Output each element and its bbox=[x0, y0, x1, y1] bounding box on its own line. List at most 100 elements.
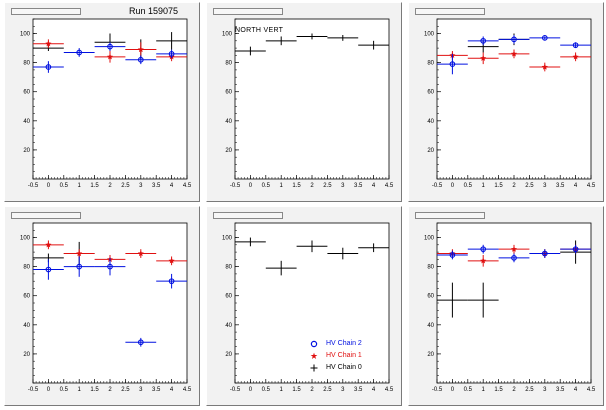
x-tick-label: 3 bbox=[139, 387, 143, 393]
x-tick-label: 2.5 bbox=[323, 387, 332, 393]
run-label: Run 159075 bbox=[129, 6, 179, 16]
pad-title-box bbox=[213, 8, 283, 15]
open-circle-marker-icon bbox=[310, 340, 318, 348]
x-tick-label: 2.5 bbox=[323, 183, 332, 189]
y-tick-label: 40 bbox=[427, 323, 434, 329]
x-tick-label: 1 bbox=[280, 387, 284, 393]
marker-star bbox=[510, 245, 518, 252]
marker-circle bbox=[168, 51, 175, 57]
marker-circle bbox=[480, 246, 487, 253]
marker-star bbox=[168, 257, 175, 264]
y-tick-label: 40 bbox=[225, 323, 232, 329]
x-tick-label: -0.5 bbox=[230, 387, 241, 393]
y-tick-label: 100 bbox=[222, 236, 233, 242]
x-tick-label: -0.5 bbox=[230, 183, 241, 189]
x-tick-label: 2 bbox=[310, 387, 314, 393]
x-tick-label: 0.5 bbox=[464, 387, 473, 393]
marker-star bbox=[480, 55, 487, 61]
y-tick-label: 60 bbox=[23, 90, 30, 96]
plot-area: -0.5 0 0.5 1 1.5 2 2.5 3 3.5 4 4.5 20 40 60 80 100 bbox=[20, 222, 192, 393]
marker-circle bbox=[449, 252, 456, 258]
legend-entry-chain2: HV Chain 2 bbox=[308, 338, 398, 350]
x-tick-label: 1.5 bbox=[90, 183, 99, 189]
marker-circle bbox=[541, 250, 548, 257]
y-tick-label: 60 bbox=[225, 294, 232, 300]
x-tick-label: 0 bbox=[451, 387, 455, 393]
x-tick-label: 1.5 bbox=[292, 183, 301, 189]
marker-circle bbox=[168, 278, 175, 285]
x-tick-label: 2.5 bbox=[525, 183, 534, 189]
x-tick-label: 2 bbox=[512, 183, 516, 189]
pad-title-box bbox=[415, 8, 485, 15]
y-tick-label: 60 bbox=[225, 90, 232, 96]
x-tick-label: 4 bbox=[170, 183, 174, 189]
y-tick-label: 20 bbox=[427, 352, 434, 358]
plot-frame bbox=[234, 18, 390, 180]
marker-circle bbox=[45, 266, 52, 273]
x-tick-label: 0.5 bbox=[464, 183, 473, 189]
marker-circle bbox=[76, 263, 83, 270]
x-tick-label: 3.5 bbox=[354, 183, 363, 189]
x-tick-label: 3.5 bbox=[556, 387, 565, 393]
x-tick-label: 0 bbox=[249, 387, 253, 393]
x-tick-label: 3 bbox=[139, 183, 143, 189]
x-tick-label: 4.5 bbox=[385, 183, 394, 189]
x-tick-label: 3.5 bbox=[556, 183, 565, 189]
x-tick-label: 3.5 bbox=[152, 183, 161, 189]
y-tick-label: 60 bbox=[427, 90, 434, 96]
x-tick-label: 4 bbox=[372, 183, 376, 189]
pad-bottom-right: -0.5 0 0.5 1 1.5 2 2.5 3 3.5 4 4.5 20 40 60 80 100 bbox=[408, 206, 604, 406]
legend-entry-chain0: HV Chain 0 bbox=[308, 362, 398, 374]
x-tick-label: 0.5 bbox=[262, 387, 271, 393]
y-tick-label: 40 bbox=[427, 119, 434, 125]
marker-circle bbox=[137, 56, 144, 63]
plot-area: -0.5 0 0.5 1 1.5 2 2.5 3 3.5 4 4.5 20 40 60 80 100 bbox=[20, 18, 192, 189]
x-tick-label: 3 bbox=[543, 387, 547, 393]
y-tick-label: 100 bbox=[424, 32, 435, 38]
plot-area: -0.5 0 0.5 1 1.5 2 2.5 3 3.5 4 4.5 20 40 60 80 100 bbox=[424, 222, 596, 393]
x-tick-label: -0.5 bbox=[28, 387, 39, 393]
marker-star bbox=[76, 250, 83, 257]
x-tick-label: 1 bbox=[280, 183, 284, 189]
pad-bottom-middle: -0.5 0 0.5 1 1.5 2 2.5 3 3.5 4 4.5 20 40 60 80 100 HV C… bbox=[206, 206, 402, 406]
y-tick-label: 80 bbox=[225, 265, 232, 271]
marker-circle bbox=[45, 64, 52, 70]
pad-title-box bbox=[415, 212, 485, 219]
x-tick-label: 0.5 bbox=[262, 183, 271, 189]
x-tick-label: 4 bbox=[574, 183, 578, 189]
x-tick-label: 1.5 bbox=[494, 183, 503, 189]
y-tick-label: 100 bbox=[222, 32, 233, 38]
plot-area: -0.5 0 0.5 1 1.5 2 2.5 3 3.5 4 4.5 20 40 60 80 100 bbox=[424, 18, 596, 189]
x-tick-label: 0 bbox=[47, 183, 51, 189]
x-tick-label: 3.5 bbox=[354, 387, 363, 393]
marker-star bbox=[510, 50, 518, 57]
y-tick-label: 20 bbox=[225, 148, 232, 154]
y-tick-label: 80 bbox=[23, 61, 30, 67]
marker-star bbox=[572, 53, 579, 60]
x-tick-label: 1.5 bbox=[90, 387, 99, 393]
pad-bottom-left: -0.5 0 0.5 1 1.5 2 2.5 3 3.5 4 4.5 20 40 60 80 100 bbox=[4, 206, 200, 406]
star-marker-icon bbox=[310, 352, 318, 359]
pad-top-middle: -0.5 0 0.5 1 1.5 2 2.5 3 3.5 4 4.5 20 40 60 80 100 NORT… bbox=[206, 2, 402, 202]
y-tick-label: 80 bbox=[23, 265, 30, 271]
x-tick-label: 0.5 bbox=[60, 183, 69, 189]
marker-star bbox=[106, 53, 114, 60]
marker-circle bbox=[480, 37, 487, 44]
x-tick-label: 1 bbox=[78, 387, 82, 393]
x-tick-label: 4 bbox=[574, 387, 578, 393]
legend-label: HV Chain 0 bbox=[326, 364, 362, 371]
y-tick-label: 60 bbox=[23, 294, 30, 300]
x-tick-label: 0 bbox=[249, 183, 253, 189]
x-tick-label: 4.5 bbox=[183, 183, 192, 189]
y-tick-label: 40 bbox=[23, 119, 30, 125]
marker-circle bbox=[572, 246, 579, 253]
marker-circle bbox=[107, 263, 113, 270]
x-tick-label: 1.5 bbox=[494, 387, 503, 393]
marker-circle bbox=[511, 36, 517, 43]
legend-label: HV Chain 2 bbox=[326, 340, 362, 347]
pad-title-box bbox=[11, 8, 81, 15]
marker-circle bbox=[76, 49, 83, 56]
y-tick-label: 80 bbox=[427, 265, 434, 271]
y-tick-label: 60 bbox=[427, 294, 434, 300]
